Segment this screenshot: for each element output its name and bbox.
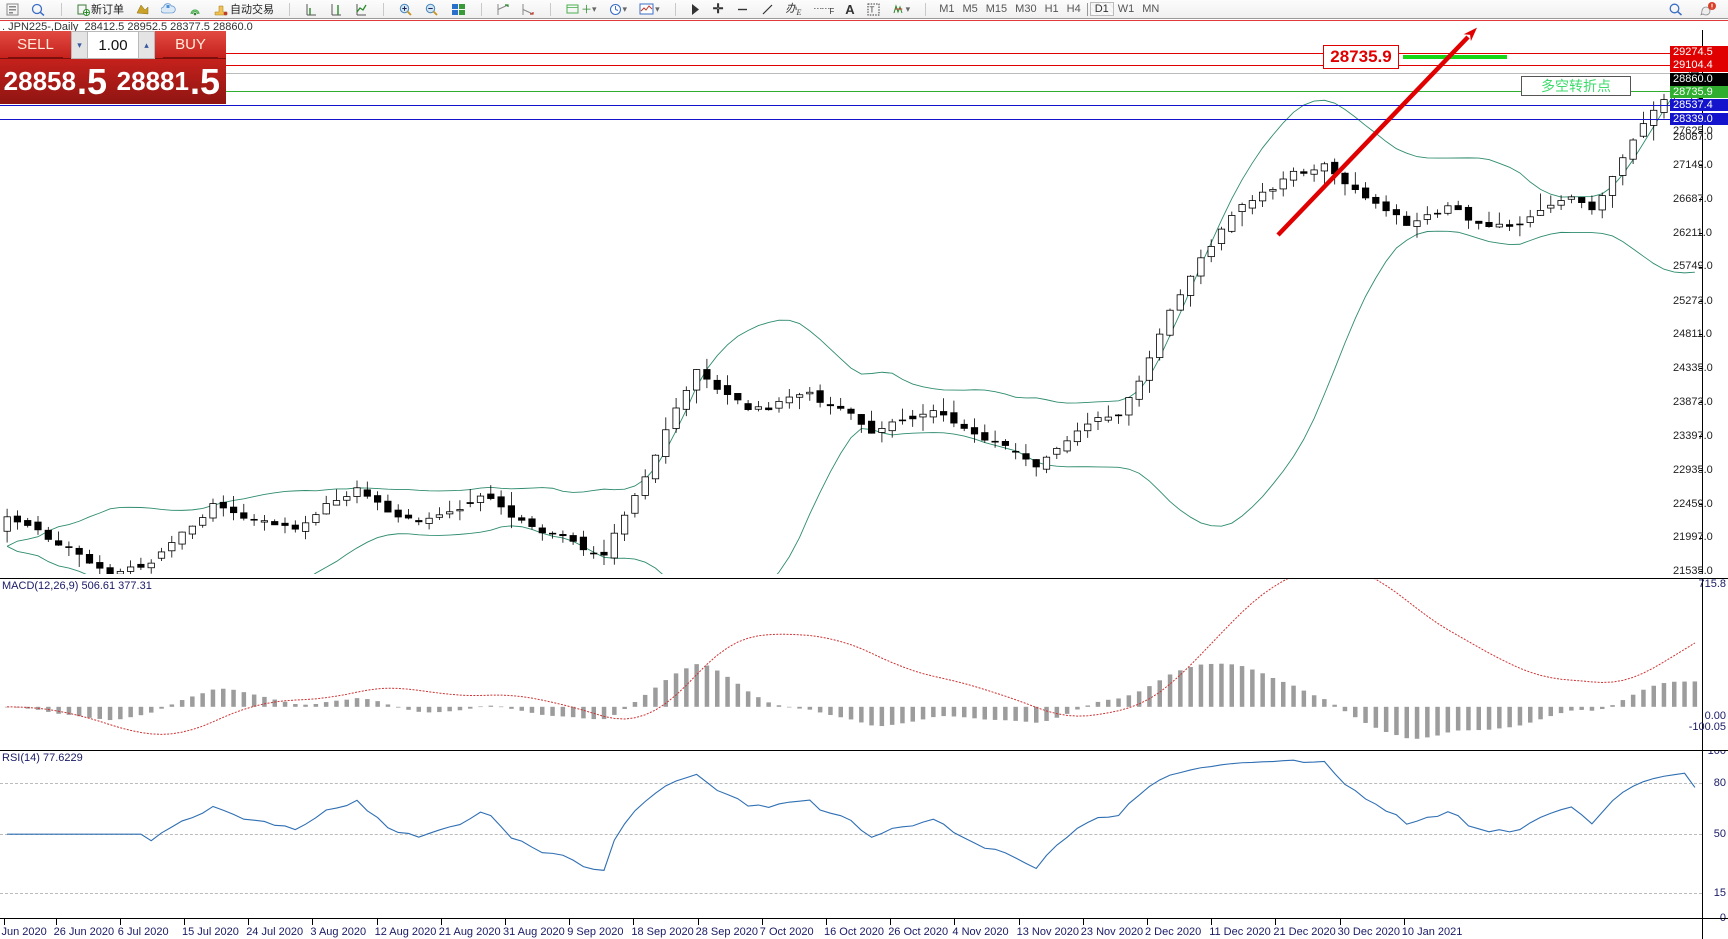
svg-text:T: T xyxy=(869,5,874,14)
